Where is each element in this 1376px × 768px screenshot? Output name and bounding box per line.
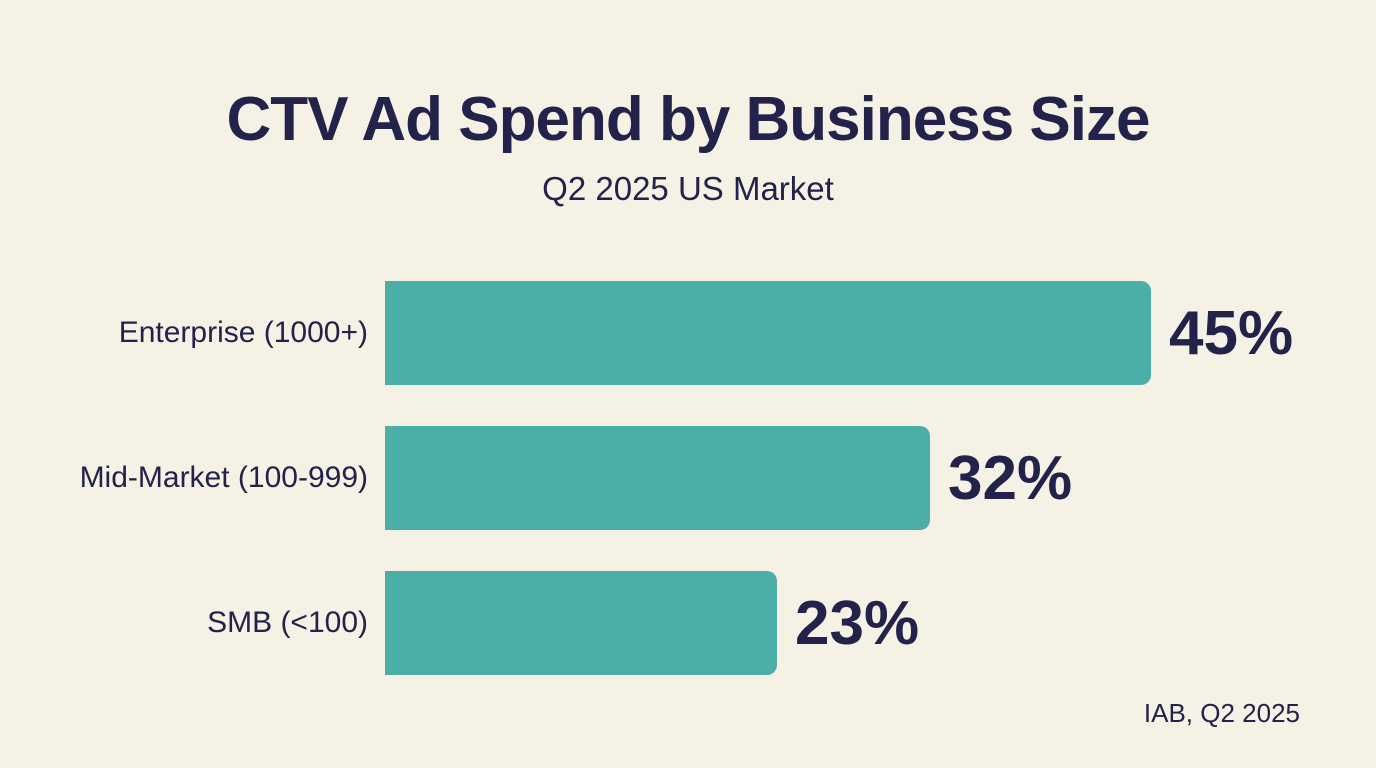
bar-enterprise bbox=[385, 281, 1151, 385]
category-label: SMB (<100) bbox=[207, 606, 368, 639]
bar-row-enterprise: Enterprise (1000+) 45% bbox=[0, 281, 1376, 385]
bar-smb bbox=[385, 571, 777, 675]
bar-chart: Enterprise (1000+) 45% Mid-Market (100-9… bbox=[0, 281, 1376, 675]
category-label: Mid-Market (100-999) bbox=[79, 461, 368, 494]
chart-subtitle: Q2 2025 US Market bbox=[542, 170, 834, 207]
value-label: 45% bbox=[1169, 298, 1294, 368]
chart-title: CTV Ad Spend by Business Size bbox=[226, 85, 1150, 154]
value-label: 32% bbox=[948, 443, 1073, 513]
bar-mid-market bbox=[385, 426, 930, 530]
value-label: 23% bbox=[795, 588, 920, 658]
source-note: IAB, Q2 2025 bbox=[1143, 698, 1300, 728]
category-label: Enterprise (1000+) bbox=[118, 316, 368, 349]
bar-row-mid-market: Mid-Market (100-999) 32% bbox=[0, 426, 1376, 530]
bar-row-smb: SMB (<100) 23% bbox=[0, 571, 1376, 675]
